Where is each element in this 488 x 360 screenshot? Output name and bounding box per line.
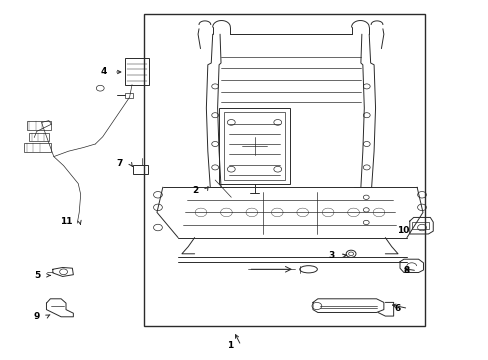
- Text: 7: 7: [117, 159, 123, 168]
- Text: 1: 1: [227, 341, 233, 350]
- Bar: [133, 165, 148, 174]
- Bar: [224, 112, 285, 180]
- Bar: [124, 58, 149, 85]
- Bar: [29, 133, 49, 141]
- Bar: [124, 93, 133, 98]
- Bar: [219, 108, 289, 184]
- Text: 9: 9: [34, 311, 40, 320]
- Text: 3: 3: [328, 251, 334, 260]
- Bar: [411, 222, 428, 229]
- Text: 6: 6: [394, 304, 400, 313]
- Circle shape: [348, 252, 353, 256]
- Bar: [27, 121, 51, 130]
- Text: 10: 10: [397, 226, 409, 235]
- Text: 8: 8: [403, 266, 409, 275]
- Bar: [144, 14, 425, 326]
- Text: 5: 5: [34, 271, 40, 280]
- Bar: [24, 143, 51, 152]
- Text: 4: 4: [100, 68, 106, 77]
- Text: 11: 11: [60, 217, 72, 226]
- Text: 2: 2: [191, 186, 198, 195]
